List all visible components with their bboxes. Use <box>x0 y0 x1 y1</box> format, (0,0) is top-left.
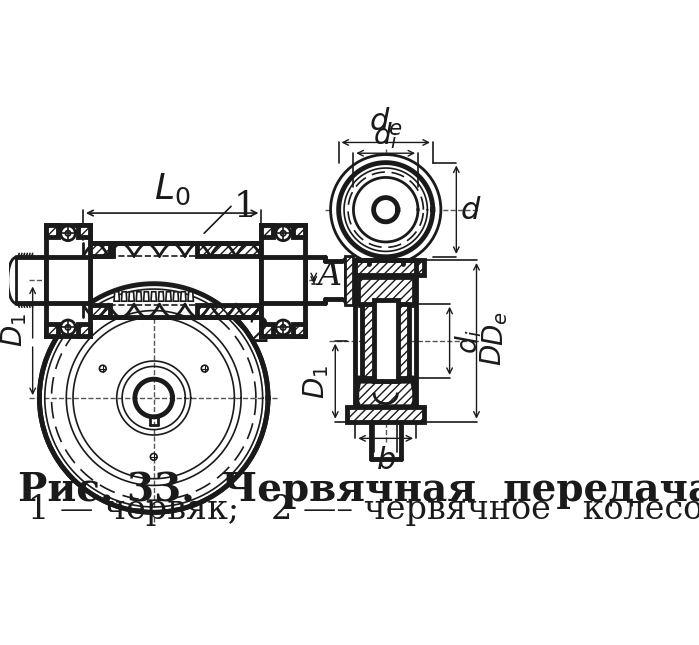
Bar <box>345 257 354 305</box>
Bar <box>46 225 89 337</box>
Polygon shape <box>293 225 305 237</box>
Text: A: A <box>317 260 341 292</box>
Text: $D_1$: $D_1$ <box>0 313 29 347</box>
Text: $d_e$: $d_e$ <box>369 106 403 138</box>
Bar <box>83 244 261 318</box>
Text: $d_i$: $d_i$ <box>373 121 398 151</box>
Circle shape <box>61 321 75 335</box>
Circle shape <box>150 453 157 461</box>
Text: $L_0$: $L_0$ <box>154 172 190 207</box>
Bar <box>373 301 398 382</box>
Circle shape <box>61 226 75 241</box>
Polygon shape <box>347 261 424 275</box>
Polygon shape <box>122 292 127 302</box>
Polygon shape <box>356 382 415 407</box>
Polygon shape <box>78 225 89 237</box>
Polygon shape <box>83 244 113 257</box>
Polygon shape <box>46 324 58 337</box>
Polygon shape <box>354 179 417 242</box>
Polygon shape <box>129 292 134 302</box>
Text: $D_1$: $D_1$ <box>301 364 331 399</box>
Text: 1 — червяк;   2 —– червячное   колесо: 1 — червяк; 2 —– червячное колесо <box>28 493 699 525</box>
Polygon shape <box>261 225 273 237</box>
Polygon shape <box>188 292 194 302</box>
Circle shape <box>39 284 268 513</box>
Wedge shape <box>354 179 417 243</box>
Text: Рис. 33.  Червячная  передача: Рис. 33. Червячная передача <box>18 470 699 508</box>
Circle shape <box>280 231 286 237</box>
Polygon shape <box>83 244 110 257</box>
Circle shape <box>99 366 106 372</box>
Bar <box>261 258 305 304</box>
Bar <box>261 225 305 337</box>
Polygon shape <box>173 292 178 302</box>
Text: $D_e$: $D_e$ <box>480 311 510 345</box>
Circle shape <box>275 321 291 335</box>
Polygon shape <box>359 279 412 306</box>
Polygon shape <box>166 292 171 302</box>
Polygon shape <box>261 324 273 337</box>
Text: $b$: $b$ <box>375 444 396 475</box>
Polygon shape <box>46 225 58 237</box>
Polygon shape <box>362 304 409 378</box>
Circle shape <box>65 231 71 237</box>
Text: 1: 1 <box>233 190 257 224</box>
Polygon shape <box>78 324 89 337</box>
Text: $d_i$: $d_i$ <box>454 329 484 353</box>
Circle shape <box>280 325 286 330</box>
Circle shape <box>275 226 291 241</box>
Polygon shape <box>114 292 120 302</box>
Text: 2: 2 <box>247 314 270 348</box>
Polygon shape <box>151 292 157 302</box>
Polygon shape <box>180 292 186 302</box>
Polygon shape <box>293 324 305 337</box>
Text: $d$: $d$ <box>461 195 482 226</box>
Polygon shape <box>83 305 110 318</box>
Text: $D$: $D$ <box>480 344 507 366</box>
Polygon shape <box>347 407 424 422</box>
Circle shape <box>331 155 441 265</box>
Polygon shape <box>197 244 261 257</box>
Polygon shape <box>143 292 149 302</box>
Polygon shape <box>113 281 194 318</box>
Bar <box>46 258 89 304</box>
Polygon shape <box>136 292 142 302</box>
Polygon shape <box>159 292 164 302</box>
Circle shape <box>201 366 208 372</box>
Polygon shape <box>197 305 261 318</box>
Circle shape <box>65 325 71 330</box>
